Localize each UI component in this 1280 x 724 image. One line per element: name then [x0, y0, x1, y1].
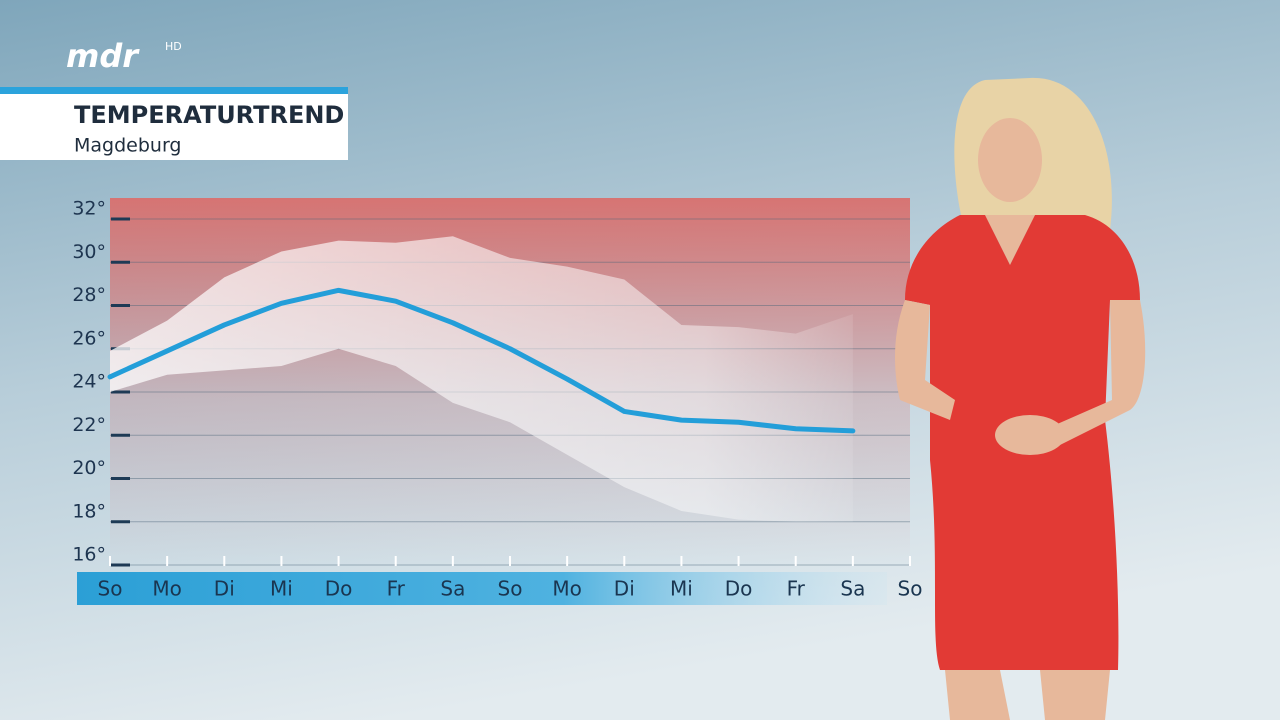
y-tick-label: 18° — [72, 500, 106, 522]
y-tick-label: 16° — [72, 544, 106, 566]
x-tick-label: Do — [325, 577, 353, 601]
y-tick-label: 22° — [72, 414, 106, 436]
x-tick-label: Do — [725, 577, 753, 601]
y-tick-label: 28° — [72, 284, 106, 306]
x-tick-label: Di — [614, 577, 635, 601]
x-tick-label: Di — [214, 577, 235, 601]
x-tick-label: So — [498, 577, 523, 601]
y-tick-label: 24° — [72, 371, 106, 393]
chart-subtitle: Magdeburg — [74, 135, 182, 157]
temperature-line — [107, 287, 856, 434]
x-tick-label: Mi — [670, 577, 693, 601]
x-tick-label: Mo — [552, 577, 582, 601]
y-tick-label: 32° — [72, 198, 106, 220]
x-tick-label: Mi — [270, 577, 293, 601]
title-box — [0, 87, 348, 160]
x-tick-label: Sa — [840, 577, 865, 601]
y-tick-label: 20° — [72, 457, 106, 479]
y-tick-label: 30° — [72, 241, 106, 263]
y-tick-label: 26° — [72, 327, 106, 349]
x-tick-label: Fr — [787, 577, 806, 601]
x-tick-label: So — [898, 577, 923, 601]
x-tick-label: Fr — [387, 577, 406, 601]
x-tick-label: So — [98, 577, 123, 601]
x-tick-label: Mo — [152, 577, 182, 601]
x-tick-label: Sa — [440, 577, 465, 601]
chart-title: TEMPERATURTREND — [74, 101, 344, 129]
logo-badge: HD — [165, 40, 182, 53]
range-band — [110, 236, 853, 522]
title-bar — [0, 87, 348, 94]
presenter — [895, 77, 1146, 720]
logo: mdr — [66, 37, 140, 75]
day-bar — [77, 572, 887, 605]
